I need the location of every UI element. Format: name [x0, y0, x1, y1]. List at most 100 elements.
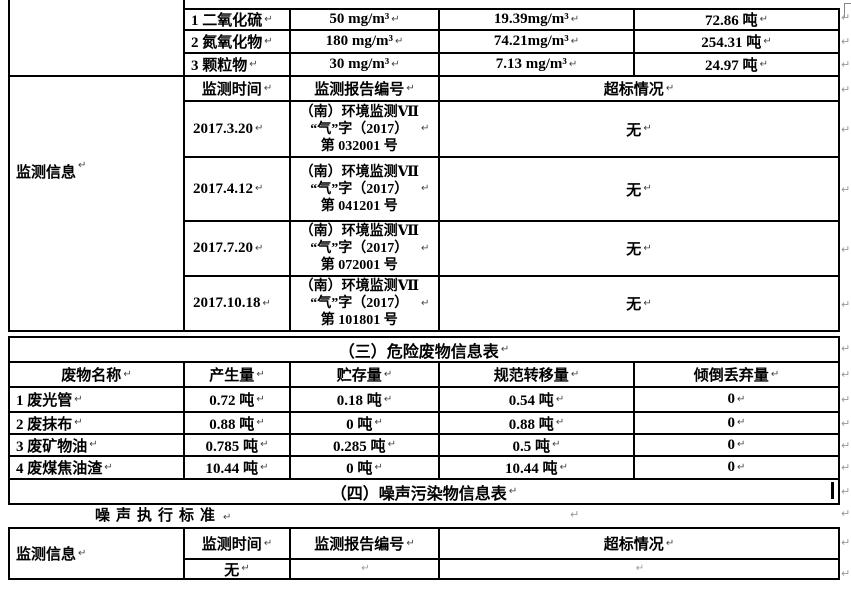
paragraph-mark-icon: ↵: [255, 123, 264, 134]
waste-dumped-cell[interactable]: 0 ↵: [635, 457, 840, 480]
waste-name-cell[interactable]: 2 废抹布 ↵: [10, 413, 185, 435]
waste-produced-cell[interactable]: 0.72 吨 ↵: [185, 388, 291, 413]
monitoring-info-label-cell[interactable]: 监测信息 ↵: [10, 77, 185, 332]
waste-name-cell[interactable]: 1 废光管 ↵: [10, 388, 185, 413]
emission-limit-cell[interactable]: 50 mg/m³ ↵: [291, 8, 440, 31]
emission-limit-cell[interactable]: 30 mg/m³ ↵: [291, 54, 440, 77]
waste-produced-cell[interactable]: 0.785 吨 ↵: [185, 435, 291, 457]
waste-stored-cell[interactable]: 0.285 吨 ↵: [291, 435, 440, 457]
paragraph-mark-icon: ↵: [841, 342, 851, 355]
measured-concentration-cell[interactable]: 7.13 mg/m³ ↵: [440, 54, 635, 77]
paragraph-mark-icon: ↵: [508, 485, 518, 497]
monitor-report-no-cell[interactable]: （南）环境监测Ⅶ “气”字（2017） 第 032001 号 ↵: [291, 102, 440, 158]
waste-stored-cell[interactable]: 0 吨 ↵: [291, 457, 440, 480]
paragraph-mark-icon: ↵: [552, 439, 561, 450]
waste-name-cell[interactable]: 4 废煤焦油渣 ↵: [10, 457, 185, 480]
annual-total-cell[interactable]: 72.86 吨 ↵: [635, 8, 840, 31]
paragraph-mark-icon: ↵: [841, 485, 851, 498]
monitor-report-no-cell[interactable]: （南）环境监测Ⅶ “气”字（2017） 第 101801 号 ↵: [291, 277, 440, 332]
paragraph-mark-icon: ↵: [406, 537, 415, 549]
waste-produced-cell[interactable]: 0.88 吨 ↵: [185, 413, 291, 435]
waste-transferred-header[interactable]: 规范转移量 ↵: [440, 363, 635, 388]
waste-transferred-cell[interactable]: 0.54 吨 ↵: [440, 388, 635, 413]
waste-dumped-cell[interactable]: 0 ↵: [635, 413, 840, 435]
waste-transferred-cell[interactable]: 0.5 吨 ↵: [440, 435, 635, 457]
margin-corner-mark: [844, 3, 851, 17]
paragraph-mark-icon: ↵: [104, 461, 113, 473]
paragraph-mark-icon: ↵: [420, 242, 430, 254]
paragraph-mark-icon: ↵: [387, 439, 396, 450]
annual-total-cell[interactable]: 254.31 吨 ↵: [635, 31, 840, 54]
pollutant-name-cell[interactable]: 2 氮氧化物 ↵: [185, 31, 291, 54]
pollutant-name-cell[interactable]: 1 二氧化硫 ↵: [185, 8, 291, 31]
paragraph-mark-icon: ↵: [260, 439, 269, 450]
paragraph-mark-icon: ↵: [841, 461, 851, 474]
exceedance-header[interactable]: 超标情况 ↵: [440, 529, 840, 560]
waste-name-cell[interactable]: 3 废矿物油 ↵: [10, 435, 185, 457]
monitor-date-cell[interactable]: 2017.4.12 ↵: [185, 158, 291, 222]
paragraph-mark-icon: ↵: [383, 368, 393, 380]
waste-name-header[interactable]: 废物名称 ↵: [10, 363, 185, 388]
paragraph-mark-icon: ↵: [255, 242, 264, 254]
exceedance-cell[interactable]: 无 ↵: [440, 222, 840, 277]
monitor-date-cell[interactable]: 2017.10.18 ↵: [185, 277, 291, 332]
monitor-report-no-cell[interactable]: ↵: [291, 560, 440, 580]
waste-produced-header[interactable]: 产生量 ↵: [185, 363, 291, 388]
paragraph-mark-icon: ↵: [841, 567, 851, 580]
waste-stored-cell[interactable]: 0 吨 ↵: [291, 413, 440, 435]
monitor-report-no-cell[interactable]: （南）环境监测Ⅶ “气”字（2017） 第 072001 号 ↵: [291, 222, 440, 277]
monitor-date-cell[interactable]: 2017.7.20 ↵: [185, 222, 291, 277]
measured-concentration-cell[interactable]: 19.39mg/m³ ↵: [440, 8, 635, 31]
monitor-time-cell[interactable]: 无 ↵: [185, 560, 291, 580]
paragraph-mark-icon: ↵: [262, 297, 271, 309]
pollutant-name-cell[interactable]: 3 颗粒物 ↵: [185, 54, 291, 77]
waste-dumped-header[interactable]: 倾倒丢弃量 ↵: [635, 363, 840, 388]
exceedance-cell[interactable]: 无 ↵: [440, 277, 840, 332]
exceedance-cell[interactable]: 无 ↵: [440, 102, 840, 158]
paragraph-mark-icon: ↵: [841, 58, 851, 71]
paragraph-mark-icon: ↵: [759, 13, 768, 25]
hazardous-waste-section-title[interactable]: （三）危险废物信息表 ↵: [10, 338, 840, 363]
monitor-time-header[interactable]: 监测时间 ↵: [185, 77, 291, 102]
monitor-report-no-cell[interactable]: （南）环境监测Ⅶ “气”字（2017） 第 041201 号 ↵: [291, 158, 440, 222]
paragraph-mark-icon: ↵: [570, 13, 580, 25]
paragraph-mark-icon: ↵: [249, 58, 258, 70]
paragraph-mark-icon: ↵: [89, 439, 98, 450]
annual-total-cell[interactable]: 24.97 吨 ↵: [635, 54, 840, 77]
noise-standard-label[interactable]: 噪声执行标准 ↵: [95, 508, 232, 524]
paragraph-mark-icon: ↵: [241, 563, 250, 574]
paragraph-mark-icon: ↵: [374, 417, 383, 428]
exceedance-header[interactable]: 超标情况 ↵: [440, 77, 840, 102]
monitor-date-cell[interactable]: 2017.3.20 ↵: [185, 102, 291, 158]
waste-transferred-cell[interactable]: 10.44 吨 ↵: [440, 457, 635, 480]
paragraph-mark-icon: ↵: [841, 507, 851, 520]
paragraph-mark-icon: ↵: [643, 242, 652, 254]
monitoring-info-label-cell[interactable]: 监测信息 ↵: [10, 529, 185, 580]
exceedance-cell[interactable]: 无 ↵: [440, 158, 840, 222]
measured-concentration-cell[interactable]: 74.21mg/m³ ↵: [440, 31, 635, 54]
monitor-report-no-header[interactable]: 监测报告编号 ↵: [291, 529, 440, 560]
empty-spanner-cell[interactable]: [10, 8, 185, 77]
waste-dumped-cell[interactable]: 0 ↵: [635, 388, 840, 413]
table-column-border-extension: [183, 0, 185, 10]
exceedance-cell[interactable]: ↵: [440, 560, 840, 580]
waste-stored-header[interactable]: 贮存量 ↵: [291, 363, 440, 388]
paragraph-mark-icon: ↵: [643, 123, 652, 134]
monitor-report-no-header[interactable]: 监测报告编号 ↵: [291, 77, 440, 102]
waste-produced-cell[interactable]: 10.44 吨 ↵: [185, 457, 291, 480]
paragraph-mark-icon: ↵: [420, 297, 430, 309]
waste-stored-cell[interactable]: 0.18 吨 ↵: [291, 388, 440, 413]
table-left-border-extension: [8, 0, 10, 10]
monitor-time-header[interactable]: 监测时间 ↵: [185, 529, 291, 560]
paragraph-mark-icon: ↵: [260, 461, 269, 473]
paragraph-mark-icon: ↵: [74, 393, 83, 405]
paragraph-mark-icon: ↵: [420, 123, 430, 134]
paragraph-mark-icon: ↵: [555, 393, 565, 405]
paragraph-mark-icon: ↵: [256, 393, 265, 405]
noise-section-title[interactable]: （四）噪声污染物信息表 ↵: [10, 480, 840, 505]
waste-dumped-cell[interactable]: 0 ↵: [635, 435, 840, 457]
emission-limit-cell[interactable]: 180 mg/m³ ↵: [291, 31, 440, 54]
paragraph-mark-icon: ↵: [665, 537, 675, 549]
waste-transferred-cell[interactable]: 0.88 吨 ↵: [440, 413, 635, 435]
paragraph-mark-icon: ↵: [568, 58, 578, 70]
